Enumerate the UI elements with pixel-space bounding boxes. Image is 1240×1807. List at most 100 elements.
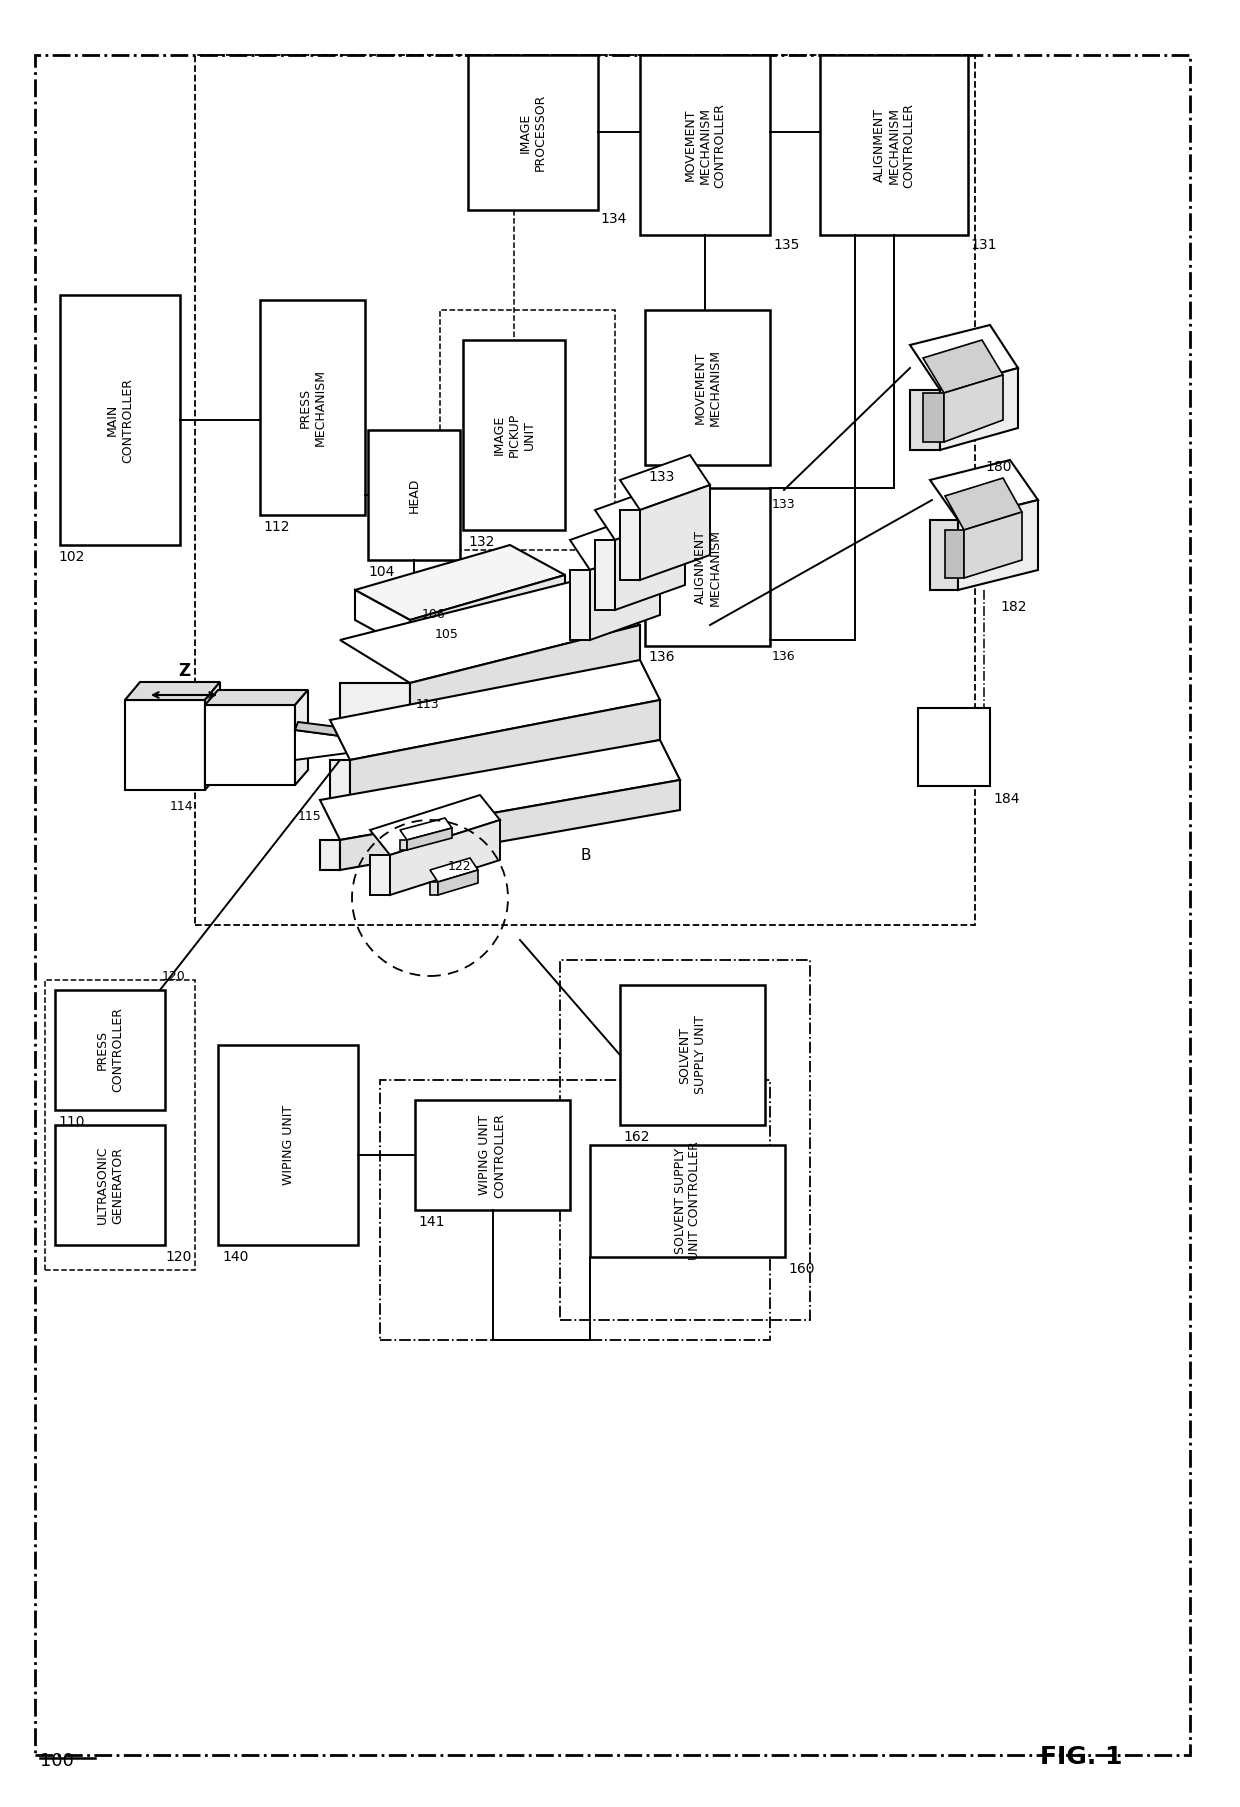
FancyBboxPatch shape <box>640 54 770 235</box>
Text: 100: 100 <box>40 1753 74 1771</box>
Polygon shape <box>295 730 355 761</box>
Text: 112: 112 <box>263 520 289 535</box>
Text: WIPING UNIT
CONTROLLER: WIPING UNIT CONTROLLER <box>479 1113 506 1198</box>
Polygon shape <box>355 546 565 620</box>
Polygon shape <box>910 325 1018 390</box>
Text: 131: 131 <box>970 239 997 251</box>
Text: 105: 105 <box>435 629 459 641</box>
Text: 141: 141 <box>418 1214 444 1229</box>
Text: 160: 160 <box>787 1261 815 1276</box>
Polygon shape <box>295 723 362 737</box>
Text: 102: 102 <box>58 549 84 564</box>
FancyBboxPatch shape <box>645 488 770 645</box>
Text: 120: 120 <box>162 970 186 983</box>
Polygon shape <box>340 781 680 869</box>
FancyBboxPatch shape <box>55 990 165 1109</box>
FancyBboxPatch shape <box>645 311 770 464</box>
Text: SOLVENT
SUPPLY UNIT: SOLVENT SUPPLY UNIT <box>678 1016 707 1095</box>
Text: ALIGNMENT
MECHANISM
CONTROLLER: ALIGNMENT MECHANISM CONTROLLER <box>873 103 915 188</box>
Polygon shape <box>944 376 1003 443</box>
Polygon shape <box>923 392 944 443</box>
Text: 140: 140 <box>222 1250 248 1265</box>
Polygon shape <box>595 540 615 611</box>
Polygon shape <box>595 484 684 540</box>
FancyBboxPatch shape <box>218 1044 358 1245</box>
Polygon shape <box>370 855 391 894</box>
Polygon shape <box>590 546 660 640</box>
FancyBboxPatch shape <box>467 54 598 210</box>
FancyBboxPatch shape <box>918 708 990 786</box>
Text: HEAD: HEAD <box>408 477 420 513</box>
Polygon shape <box>930 461 1038 520</box>
Polygon shape <box>401 819 453 840</box>
Text: 134: 134 <box>600 211 626 226</box>
Polygon shape <box>923 340 1003 392</box>
Text: 184: 184 <box>993 791 1019 806</box>
Polygon shape <box>570 569 590 640</box>
Text: 122: 122 <box>448 860 471 873</box>
Text: B: B <box>580 847 590 862</box>
Polygon shape <box>330 660 660 761</box>
Text: 104: 104 <box>368 566 394 578</box>
Text: IMAGE
PICKUP
UNIT: IMAGE PICKUP UNIT <box>492 412 536 457</box>
Polygon shape <box>205 681 219 790</box>
Polygon shape <box>320 840 340 869</box>
Polygon shape <box>620 455 711 510</box>
Polygon shape <box>410 625 640 719</box>
Polygon shape <box>430 858 477 882</box>
Text: 106: 106 <box>422 607 445 622</box>
FancyBboxPatch shape <box>60 295 180 546</box>
Polygon shape <box>640 484 711 580</box>
Text: WIPING UNIT: WIPING UNIT <box>281 1104 295 1185</box>
Text: 120: 120 <box>165 1250 191 1265</box>
Text: 115: 115 <box>298 810 321 822</box>
Text: ULTRASONIC
GENERATOR: ULTRASONIC GENERATOR <box>95 1146 124 1225</box>
FancyBboxPatch shape <box>368 430 460 560</box>
Polygon shape <box>940 369 1018 450</box>
Polygon shape <box>438 869 477 894</box>
Polygon shape <box>340 582 640 683</box>
Polygon shape <box>205 705 295 784</box>
Text: MOVEMENT
MECHANISM: MOVEMENT MECHANISM <box>693 349 722 426</box>
Polygon shape <box>370 795 500 855</box>
Polygon shape <box>355 591 410 651</box>
Polygon shape <box>945 529 963 578</box>
Polygon shape <box>340 683 410 719</box>
FancyBboxPatch shape <box>590 1146 785 1258</box>
Text: PRESS
MECHANISM: PRESS MECHANISM <box>299 369 326 446</box>
Polygon shape <box>295 690 308 784</box>
Polygon shape <box>205 690 308 705</box>
FancyBboxPatch shape <box>260 300 365 515</box>
Polygon shape <box>320 741 680 840</box>
Text: FIG. 1: FIG. 1 <box>1040 1746 1122 1769</box>
Polygon shape <box>910 390 940 450</box>
Polygon shape <box>401 840 407 849</box>
Text: Z: Z <box>177 661 190 679</box>
Text: 110: 110 <box>58 1115 84 1129</box>
Polygon shape <box>330 761 350 801</box>
Text: IMAGE
PROCESSOR: IMAGE PROCESSOR <box>520 94 547 172</box>
Polygon shape <box>407 828 453 849</box>
Text: 162: 162 <box>622 1129 650 1144</box>
Polygon shape <box>430 882 438 894</box>
Text: 132: 132 <box>467 535 495 549</box>
Text: 133: 133 <box>649 470 675 484</box>
Text: 136: 136 <box>649 651 675 663</box>
FancyBboxPatch shape <box>415 1100 570 1211</box>
Polygon shape <box>125 699 205 790</box>
Text: MOVEMENT
MECHANISM
CONTROLLER: MOVEMENT MECHANISM CONTROLLER <box>683 103 727 188</box>
Text: 136: 136 <box>773 651 796 663</box>
Text: 114: 114 <box>170 801 193 813</box>
Polygon shape <box>959 501 1038 591</box>
FancyBboxPatch shape <box>463 340 565 529</box>
FancyBboxPatch shape <box>820 54 968 235</box>
Polygon shape <box>930 520 959 591</box>
Polygon shape <box>391 820 500 894</box>
Polygon shape <box>615 515 684 611</box>
Text: 113: 113 <box>415 698 440 710</box>
Text: 180: 180 <box>985 461 1012 473</box>
Text: SOLVENT SUPPLY
UNIT CONTROLLER: SOLVENT SUPPLY UNIT CONTROLLER <box>673 1142 702 1261</box>
Polygon shape <box>410 575 565 651</box>
Text: ALIGNMENT
MECHANISM: ALIGNMENT MECHANISM <box>693 528 722 605</box>
FancyBboxPatch shape <box>55 1126 165 1245</box>
